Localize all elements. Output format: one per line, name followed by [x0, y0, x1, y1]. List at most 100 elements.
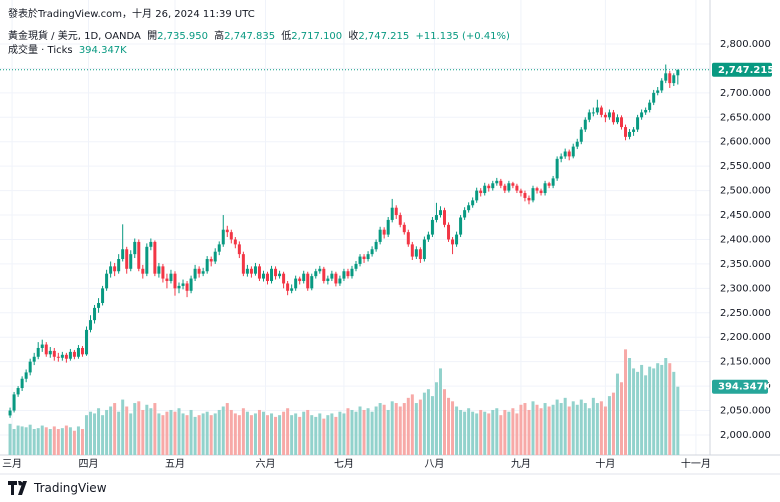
y-tick-label: 2,150.000	[720, 357, 771, 368]
low-value: 2,717.100	[291, 31, 343, 42]
volume-bar	[624, 349, 628, 455]
volume-bar	[664, 358, 668, 455]
y-tick-label: 2,800.000	[720, 39, 771, 50]
volume-badge-label: 394.347K	[718, 382, 773, 393]
volume-bar	[97, 408, 101, 455]
volume-bar	[181, 413, 185, 455]
candle-body	[193, 268, 197, 279]
candle-body	[507, 183, 511, 191]
volume-bar	[386, 409, 390, 455]
volume-bar	[40, 425, 44, 455]
candle-body	[418, 249, 422, 260]
candle-body	[16, 388, 20, 395]
last-price-badge	[712, 62, 772, 77]
x-tick-label: 十月	[595, 457, 615, 470]
volume-bar	[253, 413, 257, 455]
volume-bar	[249, 415, 253, 455]
volume-bar	[233, 413, 237, 455]
y-tick-label: 2,550.000	[720, 161, 771, 172]
volume-bar	[467, 408, 471, 455]
volume-bar	[298, 416, 302, 455]
candle-body	[599, 107, 603, 115]
candle-body	[487, 185, 491, 189]
candle-body	[36, 347, 40, 357]
volume-bar	[547, 406, 551, 455]
candle-body	[80, 347, 84, 355]
volume-bar	[455, 406, 459, 455]
volume-bar	[84, 415, 88, 455]
candle-body	[587, 112, 591, 120]
volume-bar	[438, 368, 442, 455]
volume-bar	[245, 411, 249, 455]
candle-body	[615, 117, 619, 123]
volume-bar	[499, 415, 503, 455]
volume-bar	[270, 413, 274, 455]
candle-body	[249, 268, 253, 274]
volume-bar	[52, 426, 56, 455]
candle-body	[270, 268, 274, 282]
candle-body	[197, 268, 201, 274]
volume-bar	[402, 403, 406, 455]
volume-bar	[278, 415, 282, 455]
candle-body	[402, 224, 406, 233]
candle-body	[302, 273, 306, 282]
candle-body	[451, 239, 455, 245]
volume-bar	[326, 415, 330, 455]
volume-bar	[342, 413, 346, 455]
volume-bar	[463, 411, 467, 455]
candle-body	[20, 378, 24, 389]
candle-body	[338, 278, 342, 284]
volume-bar	[109, 406, 113, 455]
volume-bar	[358, 406, 362, 455]
candle-body	[346, 271, 350, 277]
candle-body	[563, 151, 567, 157]
volume-bar	[302, 411, 306, 455]
candle-body	[531, 188, 535, 201]
candle-body	[326, 278, 330, 282]
candle-body	[483, 185, 487, 194]
volume-bar	[193, 416, 197, 455]
candle-body	[366, 254, 370, 260]
candle-body	[519, 190, 523, 194]
volume-bar	[539, 408, 543, 455]
brand-logo	[8, 481, 27, 495]
candle-body	[628, 131, 632, 137]
volume-bar	[668, 363, 672, 455]
volume-bar	[322, 418, 326, 455]
close-value: 2,747.215	[358, 31, 410, 42]
volume-bar	[282, 411, 286, 455]
volume-value: 394.347K	[78, 45, 127, 56]
candle-body	[422, 239, 426, 260]
candle-body	[221, 229, 225, 245]
volume-bar	[583, 403, 587, 455]
candle-body	[390, 207, 394, 220]
volume-bar	[362, 409, 366, 455]
candle-body	[129, 254, 133, 269]
candle-body	[89, 320, 93, 330]
volume-bar	[390, 401, 394, 455]
candle-body	[165, 278, 169, 282]
candle-body	[350, 268, 354, 277]
volume-bar	[36, 428, 40, 455]
x-tick-label: 三月	[2, 458, 22, 470]
candle-body	[394, 207, 398, 216]
volume-bar	[153, 403, 157, 455]
candle-body	[181, 283, 185, 286]
candle-body	[93, 307, 97, 321]
volume-bar	[495, 408, 499, 455]
volume-bar	[129, 413, 133, 455]
candle-body	[282, 273, 286, 284]
candle-body	[459, 217, 463, 235]
candle-body	[438, 210, 442, 216]
candle-body	[652, 92, 656, 103]
candle-body	[318, 268, 322, 272]
volume-bar	[266, 415, 270, 455]
candle-body	[676, 69, 680, 76]
volume-bar	[579, 399, 583, 455]
volume-bar	[334, 416, 338, 455]
y-tick-label: 2,000.000	[720, 430, 771, 441]
candle-body	[499, 180, 503, 186]
x-tick-label: 六月	[255, 458, 275, 470]
volume-bar	[209, 415, 213, 455]
candle-body	[354, 263, 358, 269]
